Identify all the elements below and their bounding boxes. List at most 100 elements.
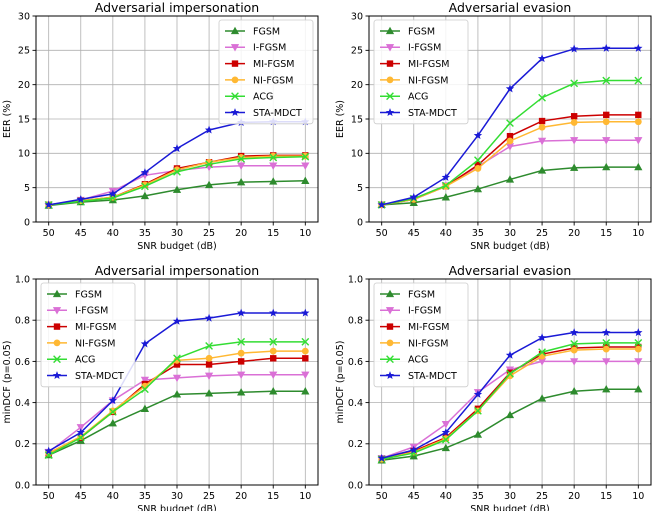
x-tick-label: 50 <box>43 228 55 239</box>
data-point-sta-mdct <box>108 189 118 198</box>
data-point-ni-fgsm <box>237 349 245 357</box>
x-tick-label: 35 <box>139 491 151 502</box>
legend-label-fgsm: FGSM <box>408 289 435 300</box>
y-tick-label: 15 <box>18 114 30 125</box>
data-point-fgsm <box>473 430 483 438</box>
data-point-i-fgsm <box>76 424 85 432</box>
legend-label-sta-mdct: STA-MDCT <box>75 371 124 382</box>
legend-marker-i-fgsm <box>52 307 62 315</box>
x-tick-label: 10 <box>299 491 311 502</box>
y-tick-label: 20 <box>18 80 30 91</box>
data-point-acg <box>44 451 53 460</box>
data-point-mi-fgsm <box>173 361 181 368</box>
data-point-fgsm <box>441 193 450 201</box>
data-point-fgsm <box>537 394 547 402</box>
data-point-sta-mdct <box>269 308 278 317</box>
chart-title: Adversarial evasion <box>449 0 572 15</box>
legend-marker-i-fgsm <box>385 307 395 315</box>
y-tick-label: 0.0 <box>348 480 363 491</box>
data-point-i-fgsm <box>602 137 611 145</box>
x-tick-label: 20 <box>235 228 247 239</box>
data-point-fgsm <box>505 410 515 419</box>
y-axis-label: EER (%) <box>335 100 346 138</box>
y-tick-label: 0.4 <box>15 398 30 409</box>
y-tick-label: 25 <box>18 46 30 57</box>
data-point-mi-fgsm <box>506 132 514 140</box>
chart-panel-2: 0 5 10 15 20 25 30 50 45 40 35 30 25 20 15 10 Adversaria… <box>335 0 652 252</box>
legend-label-sta-mdct: STA-MDCT <box>408 108 457 119</box>
y-tick-label: 1.0 <box>348 274 363 285</box>
data-point-acg <box>141 182 149 191</box>
data-point-fgsm <box>237 388 246 396</box>
data-point-acg <box>237 337 246 346</box>
data-point-ni-fgsm <box>602 118 610 126</box>
x-tick-label: 50 <box>376 228 388 239</box>
y-tick-label: 15 <box>351 114 363 125</box>
x-tick-label: 50 <box>43 491 55 502</box>
data-point-ni-fgsm <box>474 165 482 172</box>
data-point-acg <box>269 153 278 162</box>
legend-label-fgsm: FGSM <box>253 26 280 37</box>
data-point-sta-mdct <box>236 308 246 317</box>
data-point-acg <box>301 152 310 161</box>
y-tick-label: 0.8 <box>15 316 30 327</box>
x-tick-label: 45 <box>408 491 420 502</box>
data-point-sta-mdct <box>409 445 418 454</box>
series-fgsm <box>44 176 310 209</box>
data-point-ni-fgsm <box>538 123 546 131</box>
data-point-ni-fgsm <box>602 345 610 353</box>
data-point-acg <box>141 385 149 394</box>
x-tick-label: 25 <box>203 491 215 502</box>
x-tick-label: 45 <box>408 228 420 239</box>
x-tick-label: 35 <box>472 491 484 502</box>
data-point-ni-fgsm <box>634 345 642 353</box>
data-point-sta-mdct <box>505 350 515 359</box>
legend: FGSM I-FGSM MI-FGSM NI-FGSM ACG STA-MDCT <box>218 19 314 125</box>
x-tick-label: 10 <box>632 228 644 239</box>
data-point-ni-fgsm <box>506 372 514 380</box>
legend-marker-sta-mdct <box>230 108 240 117</box>
legend-marker-acg <box>386 92 394 101</box>
data-point-fgsm <box>269 387 278 395</box>
x-axis-label: SNR budget (dB) <box>137 241 216 252</box>
legend-box <box>40 282 136 388</box>
data-point-fgsm <box>602 384 611 393</box>
data-point-fgsm <box>237 177 246 186</box>
data-point-acg <box>173 167 181 176</box>
data-point-sta-mdct <box>44 446 53 455</box>
y-tick-label: 10 <box>351 149 363 160</box>
legend-marker-acg <box>386 355 394 364</box>
x-tick-label: 15 <box>267 491 279 502</box>
data-point-acg <box>269 337 278 346</box>
data-point-ni-fgsm <box>173 356 181 364</box>
data-point-i-fgsm <box>269 162 278 170</box>
data-point-sta-mdct <box>537 333 547 342</box>
x-tick-label: 30 <box>171 491 183 502</box>
data-point-acg <box>634 76 643 85</box>
data-point-acg <box>441 435 450 444</box>
series-ni-fgsm <box>45 347 309 457</box>
data-point-i-fgsm <box>505 143 515 151</box>
y-tick-label: 5 <box>24 183 30 194</box>
y-axis-label: EER (%) <box>2 100 13 138</box>
y-tick-label: 0 <box>357 217 363 228</box>
y-tick-label: 5 <box>357 183 363 194</box>
legend-marker-ni-fgsm <box>386 339 394 347</box>
data-point-fgsm <box>140 191 150 200</box>
data-point-acg <box>538 93 546 102</box>
data-point-acg <box>570 339 579 348</box>
legend-marker-mi-fgsm <box>386 60 394 67</box>
data-point-acg <box>602 76 611 85</box>
legend-marker-sta-mdct <box>52 371 62 380</box>
legend-marker-ni-fgsm <box>231 76 239 84</box>
data-point-fgsm <box>301 176 310 184</box>
y-tick-label: 0.2 <box>348 439 363 450</box>
data-point-sta-mdct <box>172 316 182 325</box>
y-tick-label: 1.0 <box>15 274 30 285</box>
data-point-sta-mdct <box>409 192 418 201</box>
legend-label-acg: ACG <box>408 355 428 366</box>
data-point-fgsm <box>473 184 483 193</box>
data-point-i-fgsm <box>269 371 278 380</box>
legend-label-i-fgsm: I-FGSM <box>408 306 441 317</box>
